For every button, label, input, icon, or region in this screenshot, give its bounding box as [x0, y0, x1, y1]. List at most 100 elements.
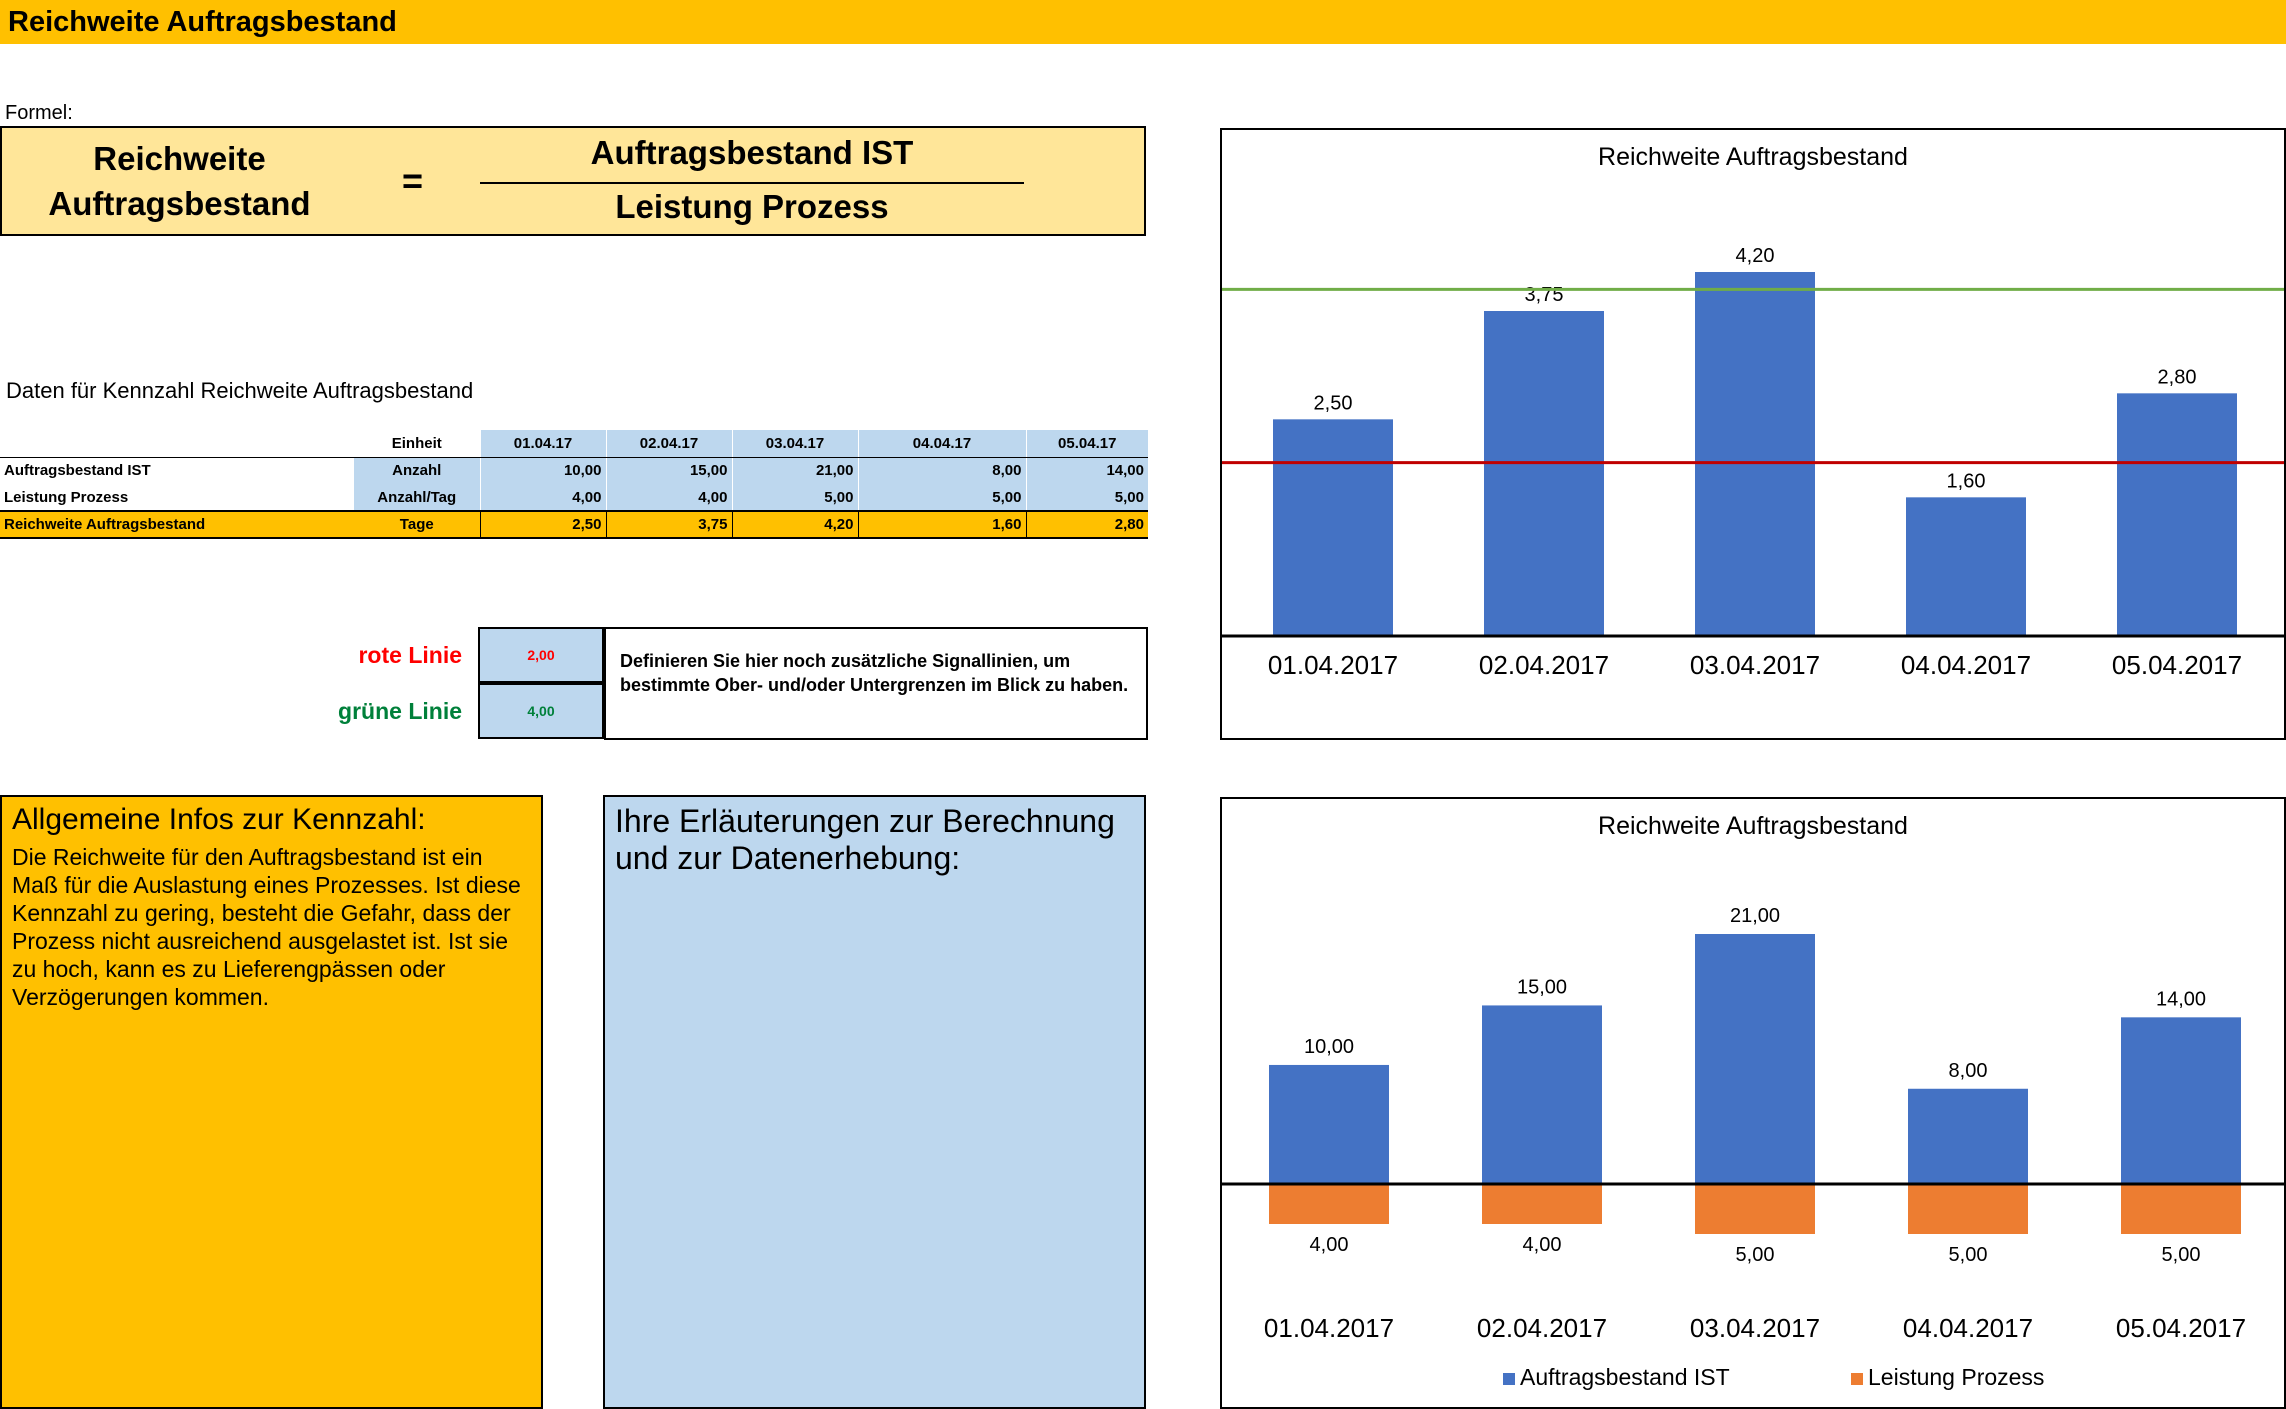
table-cell: 2,50: [479, 510, 606, 539]
x-tick-label: 01.04.2017: [1264, 1313, 1394, 1343]
formula-left: Reichweite Auftragsbestand: [2, 128, 357, 234]
x-tick-label: 02.04.2017: [1479, 650, 1609, 680]
chart-title: Reichweite Auftragsbestand: [1598, 812, 1908, 840]
chart-bar-bestand: [1908, 1088, 2028, 1184]
row-label: Reichweite Auftragsbestand: [0, 510, 354, 539]
header-date: 02.04.17: [605, 430, 732, 458]
fraction-line: [480, 182, 1024, 184]
chart-bar-leistung: [1695, 1184, 1815, 1234]
header-blank: [0, 430, 354, 458]
row-unit: Anzahl: [354, 457, 480, 484]
legend-label-leistung: Leistung Prozess: [1868, 1364, 2044, 1390]
table-row-result: Reichweite Auftragsbestand Tage 2,50 3,7…: [0, 510, 1148, 539]
chart-bar-leistung: [2121, 1184, 2241, 1234]
header-date: 01.04.17: [479, 430, 606, 458]
x-tick-label: 05.04.2017: [2116, 1313, 2246, 1343]
data-label: 2,80: [2158, 366, 2197, 388]
table-cell: 4,20: [731, 510, 858, 539]
formula-box: Reichweite Auftragsbestand = Auftragsbes…: [0, 126, 1146, 236]
table-cell[interactable]: 5,00: [1025, 484, 1148, 511]
chart-bar: [1695, 272, 1815, 636]
legend-swatch-leistung: [1851, 1373, 1863, 1385]
explanation-input[interactable]: Ihre Erläuterungen zur Berechnung und zu…: [603, 795, 1146, 1409]
table-cell[interactable]: 21,00: [731, 457, 858, 484]
row-unit: Anzahl/Tag: [354, 484, 480, 511]
x-tick-label: 02.04.2017: [1477, 1313, 1607, 1343]
chart-bar-leistung: [1269, 1184, 1389, 1224]
chart-bar-bestand: [1482, 1005, 1602, 1184]
formula-numerator: Auftragsbestand IST: [590, 134, 914, 171]
data-label: 8,00: [1949, 1060, 1988, 1082]
row-unit: Tage: [354, 510, 480, 539]
table-cell[interactable]: 4,00: [605, 484, 732, 511]
data-section-title: Daten für Kennzahl Reichweite Auftragsbe…: [6, 378, 474, 403]
green-line-value-input[interactable]: 4,00: [478, 683, 604, 739]
data-label: 5,00: [1736, 1244, 1775, 1266]
data-label: 4,00: [1523, 1234, 1562, 1256]
data-label: 14,00: [2156, 988, 2206, 1010]
table-cell: 3,75: [605, 510, 732, 539]
table-cell[interactable]: 10,00: [479, 457, 606, 484]
chart-bar: [1273, 419, 1393, 636]
chart-bar-bestand: [1269, 1064, 1389, 1184]
data-table: Einheit 01.04.17 02.04.17 03.04.17 04.04…: [0, 430, 1148, 539]
formel-label: Formel:: [5, 102, 73, 124]
header-date: 04.04.17: [857, 430, 1026, 458]
header-unit: Einheit: [354, 430, 480, 458]
chart-bar-leistung: [1482, 1184, 1602, 1224]
table-cell[interactable]: 5,00: [857, 484, 1026, 511]
legend-label-bestand: Auftragsbestand IST: [1520, 1364, 1730, 1390]
data-label: 1,60: [1947, 470, 1986, 492]
table-cell[interactable]: 8,00: [857, 457, 1026, 484]
info-text: Die Reichweite für den Auftragsbestand i…: [12, 844, 521, 1010]
table-cell[interactable]: 15,00: [605, 457, 732, 484]
header-date: 05.04.17: [1025, 430, 1148, 458]
signal-description: Definieren Sie hier noch zusätzliche Sig…: [604, 627, 1148, 740]
formula-equals: =: [402, 160, 424, 201]
chart-bestand-leistung: Reichweite Auftragsbestand 10,00 4,00 01.0…: [1220, 797, 2286, 1409]
x-tick-label: 04.04.2017: [1901, 650, 2031, 680]
data-label: 5,00: [2162, 1244, 2201, 1266]
chart-bar: [1906, 497, 2026, 636]
chart-bestand-leistung-svg: Reichweite Auftragsbestand 10,00 4,00 01.0…: [1222, 812, 2284, 1390]
chart-reichweite: Reichweite Auftragsbestand 2,50 01.04.201…: [1220, 128, 2286, 740]
chart-bar-bestand: [1695, 934, 1815, 1184]
x-tick-label: 01.04.2017: [1268, 650, 1398, 680]
table-cell[interactable]: 5,00: [731, 484, 858, 511]
data-label: 3,75: [1525, 284, 1564, 306]
explanation-title: Ihre Erläuterungen zur Berechnung und zu…: [615, 803, 1115, 876]
chart-bar: [1484, 311, 1604, 636]
chart-bar: [2117, 393, 2237, 636]
data-label: 10,00: [1304, 1036, 1354, 1058]
red-line-label: rote Linie: [358, 642, 462, 668]
chart-bar-leistung: [1908, 1184, 2028, 1234]
page-title: Reichweite Auftragsbestand: [0, 0, 2286, 44]
header-date: 03.04.17: [731, 430, 858, 458]
x-tick-label: 03.04.2017: [1690, 650, 1820, 680]
formula-denominator: Leistung Prozess: [615, 188, 889, 225]
chart-bar-bestand: [2121, 1017, 2241, 1184]
table-cell[interactable]: 4,00: [479, 484, 606, 511]
data-label: 2,50: [1314, 392, 1353, 414]
table-cell: 2,80: [1025, 510, 1148, 539]
legend-swatch-bestand: [1503, 1373, 1515, 1385]
data-label: 4,20: [1736, 245, 1775, 267]
row-label: Auftragsbestand IST: [4, 462, 151, 480]
green-line-label: grüne Linie: [338, 698, 462, 724]
data-label: 4,00: [1310, 1234, 1349, 1256]
data-label: 21,00: [1730, 905, 1780, 927]
x-tick-label: 04.04.2017: [1903, 1313, 2033, 1343]
data-label: 15,00: [1517, 976, 1567, 998]
table-cell: 1,60: [857, 510, 1026, 539]
x-tick-label: 03.04.2017: [1690, 1313, 1820, 1343]
info-box: Allgemeine Infos zur Kennzahl: Die Reich…: [0, 795, 543, 1409]
row-label: Leistung Prozess: [4, 488, 129, 506]
chart-title: Reichweite Auftragsbestand: [1598, 143, 1908, 171]
table-row: Leistung Prozess Anzahl/Tag 4,00 4,00 5,…: [0, 484, 1148, 511]
red-line-value-input[interactable]: 2,00: [478, 627, 604, 683]
chart-reichweite-svg: Reichweite Auftragsbestand 2,50 01.04.201…: [1222, 143, 2284, 680]
table-header-row: Einheit 01.04.17 02.04.17 03.04.17 04.04…: [0, 430, 1148, 458]
info-title: Allgemeine Infos zur Kennzahl:: [12, 803, 426, 836]
table-row: Auftragsbestand IST Anzahl 10,00 15,00 2…: [0, 457, 1148, 484]
table-cell[interactable]: 14,00: [1025, 457, 1148, 484]
